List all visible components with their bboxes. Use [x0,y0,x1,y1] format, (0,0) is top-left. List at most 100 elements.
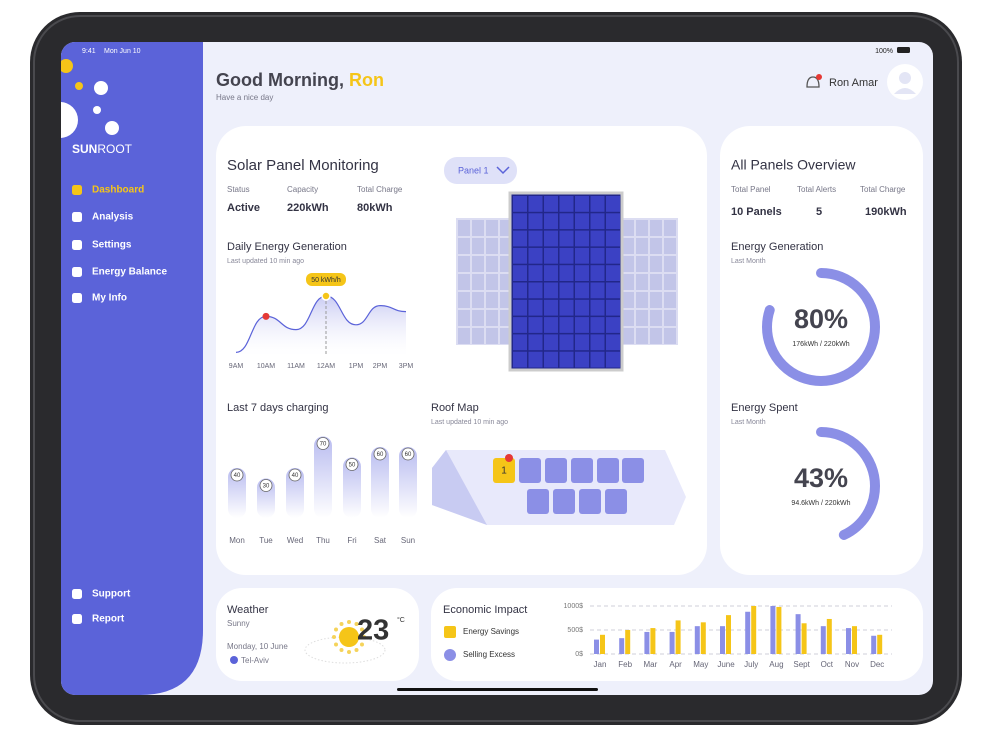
bar [852,626,857,654]
ray [354,622,359,627]
brand-bold: SUN [72,142,97,156]
cell [622,292,634,308]
day-label: Sun [401,536,415,545]
cell [559,247,574,264]
cell [636,256,648,272]
cell [486,256,498,272]
roof-panel [545,458,567,483]
cell [606,247,620,264]
nav-item[interactable]: Support [92,589,131,600]
bar [619,638,625,654]
cell [650,274,662,290]
cell [622,328,634,344]
legend-label: Selling Excess [463,650,515,659]
greeting-subtitle: Have a nice day [216,93,273,102]
value-label: 40 [234,473,241,479]
cell [606,299,620,316]
gauge-title: Energy Generation [731,241,823,253]
cell [636,274,648,290]
cell [472,310,484,326]
bar [594,639,599,654]
bar [751,606,757,654]
charging-bar [286,468,304,518]
stat-value: 5 [816,206,822,218]
device-bezel [33,15,959,722]
cell [544,230,558,247]
gauge-arc [762,268,880,386]
cell [664,328,676,344]
cell [528,265,543,281]
roof-title: Roof Map [431,402,479,414]
alert-dot [505,454,513,462]
ray [334,627,339,632]
stat-label: Status [227,185,250,194]
cell [664,292,676,308]
y-tick-label: 0$ [575,651,583,658]
cell [575,230,589,247]
cell [664,256,676,272]
ray [354,647,359,652]
cell [575,317,589,333]
nav-item[interactable]: Settings [92,240,132,251]
cell [528,299,543,316]
cell [606,282,620,299]
cell [575,247,589,264]
cell [458,310,470,326]
cell [513,230,527,247]
cell [559,334,574,351]
value-badge [373,447,387,461]
cell [664,220,676,236]
marker-point [262,312,270,320]
ray [332,635,336,639]
cell [544,299,558,316]
bar [694,626,700,654]
decor [75,82,83,90]
cell [559,299,574,316]
cell [606,230,620,247]
solar-panel-image [456,191,678,372]
cell [513,351,527,368]
cell [486,292,498,308]
bar [600,634,605,654]
panel-selector[interactable] [444,157,517,184]
nav-item[interactable]: Dashboard [92,185,144,196]
roof-panels: 1 [493,454,644,514]
status-date: Mon Jun 10 [104,48,141,55]
cell [544,282,558,299]
nav-item[interactable]: My Info [92,293,127,304]
cell [650,238,662,254]
bar [726,615,731,654]
bar [846,628,851,654]
nav-item[interactable]: Report [92,614,125,625]
cell [575,196,589,212]
gauge-title: Energy Spent [731,402,798,414]
cell [606,213,620,230]
value-badge [259,479,273,492]
bar [745,611,751,654]
user-name[interactable]: Ron Amar [829,77,878,89]
stat-value: Active [227,202,260,214]
x-tick-label: Apr [669,660,682,669]
x-tick-label: June [717,660,735,669]
cell [606,265,620,281]
nav-item[interactable]: Energy Balance [92,267,167,278]
greeting-name: Ron [349,70,384,90]
charging-bar [343,457,361,518]
cell [575,351,589,368]
cell [636,238,648,254]
cell [590,230,605,247]
cell [622,274,634,290]
stat-label: Total Panel [731,185,771,194]
cell [664,274,676,290]
ray [347,620,351,624]
cell [622,238,634,254]
roof-panel [622,458,644,483]
cell [650,328,662,344]
value-label: 30 [263,484,270,490]
bell-icon[interactable] [806,76,820,88]
nav-item[interactable]: Analysis [92,212,134,223]
cell [513,213,527,230]
cell [528,196,543,212]
cell [486,274,498,290]
cell [458,274,470,290]
